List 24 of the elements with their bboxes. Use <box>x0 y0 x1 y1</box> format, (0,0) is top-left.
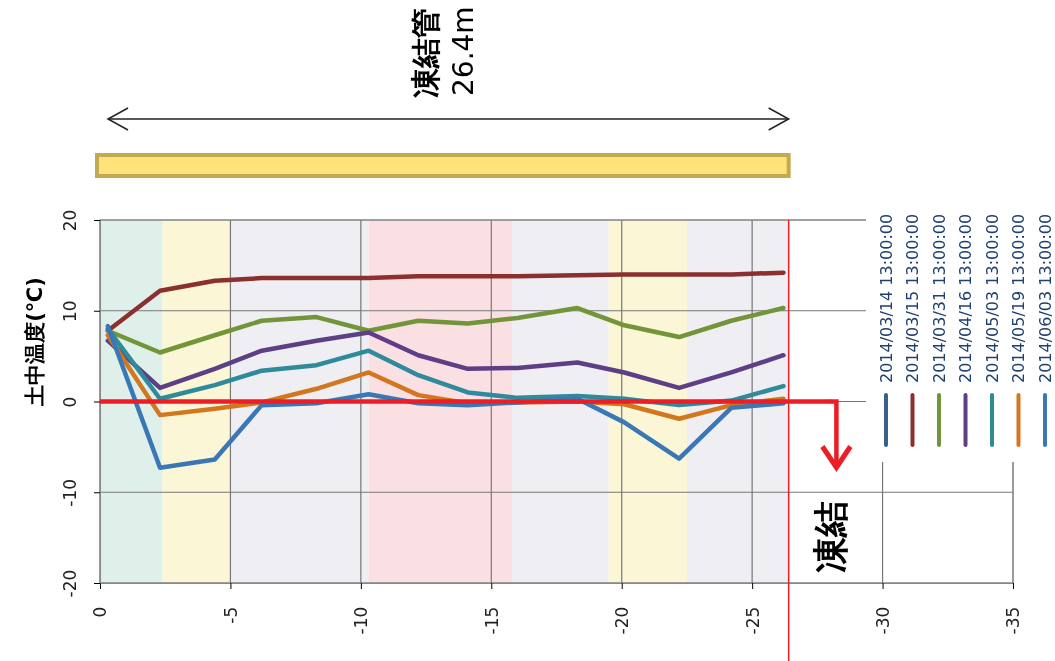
x-tick-label: -15 <box>481 606 502 635</box>
x-tick-label: -20 <box>612 606 633 635</box>
x-tick-label: -35 <box>1003 606 1024 635</box>
x-tick-label: -30 <box>873 606 894 635</box>
x-tick-label: -25 <box>742 606 763 635</box>
text: 2014/06/03 13:00:00 <box>1035 213 1055 383</box>
legend-label: 凍結 <box>810 500 851 573</box>
text: 2014/04/16 13:00:00 <box>956 213 976 383</box>
x-tick-label: -10 <box>351 606 372 635</box>
text: 凍結管 <box>407 8 443 98</box>
text: 2014/05/19 13:00:00 <box>1009 213 1029 383</box>
x-tick-label: -5 <box>220 606 241 624</box>
text: 2014/03/31 13:00:00 <box>929 213 949 383</box>
text: 2014/03/15 13:00:00 <box>903 213 923 383</box>
text: 26.4m <box>446 6 480 96</box>
y-tick-label: 0 <box>59 396 80 408</box>
y-tick-label: -10 <box>59 478 80 507</box>
text: 2014/05/03 13:00:00 <box>982 213 1002 383</box>
legend-label: 2014/03/14 13:00:00 <box>876 213 896 383</box>
y-tick-label: -20 <box>59 569 80 598</box>
y-tick-label: 10 <box>59 300 80 323</box>
x-tick-label: 0 <box>90 606 111 618</box>
y-axis-title: 土中温度(℃) <box>23 277 48 407</box>
y-tick-label: 20 <box>59 209 80 232</box>
